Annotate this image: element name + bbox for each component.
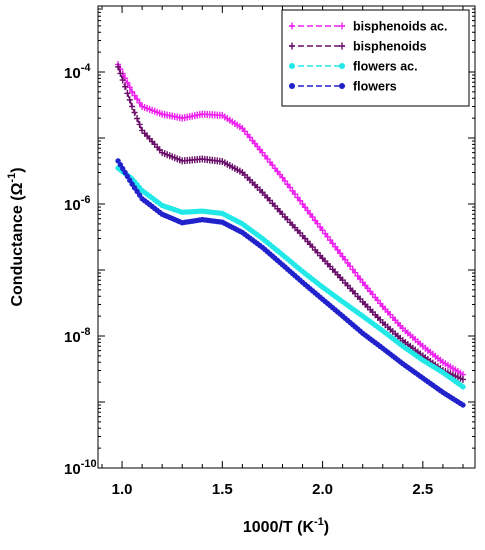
data-point: [129, 88, 136, 96]
y-tick-label: 10-8: [64, 326, 90, 346]
axis-ticks: [98, 5, 475, 469]
data-point: [115, 63, 122, 71]
legend-label: flowers: [353, 80, 397, 94]
series-layer: [115, 60, 466, 408]
data-point: [127, 177, 133, 183]
data-point: [131, 109, 138, 117]
x-tick-labels: 1.0 1.5 2.0 2.5: [112, 481, 434, 498]
data-point: [122, 83, 129, 91]
legend-marker: [339, 63, 345, 69]
y-axis-title: Conductance (Ω-1): [6, 167, 26, 306]
legend-label: bisphenoids: [353, 40, 427, 54]
data-point: [129, 103, 136, 111]
series-2: [115, 165, 466, 390]
x-axis-title-main: 1000/T (K: [243, 519, 315, 536]
data-point: [119, 76, 126, 84]
data-point: [124, 79, 131, 87]
data-point: [115, 158, 121, 164]
data-point: [134, 95, 141, 103]
legend-marker: [289, 22, 295, 30]
data-point: [120, 165, 126, 172]
data-point: [460, 384, 466, 390]
plot-frame: [97, 5, 476, 469]
data-point: [131, 92, 138, 100]
legend-marker: [289, 42, 295, 50]
legend: bisphenoids ac. bisphenoids flowers ac. flo…: [281, 9, 470, 107]
x-axis-title-sup: -1: [314, 516, 324, 528]
data-point: [124, 89, 131, 97]
y-tick-label: 10-6: [64, 194, 90, 214]
y-tick-label: 10-10: [64, 458, 97, 478]
data-point: [136, 120, 143, 128]
x-tick-label: 2.0: [312, 481, 333, 498]
y-tick-label: 10-4: [64, 62, 91, 82]
x-tick-label: 1.0: [112, 481, 133, 498]
legend-marker: [289, 83, 295, 89]
data-point: [134, 114, 141, 122]
legend-label: flowers ac.: [353, 60, 418, 74]
data-point: [124, 173, 131, 180]
legend-box: [281, 9, 470, 107]
data-point: [117, 69, 124, 77]
series-1: [115, 63, 466, 383]
legend-marker: [339, 22, 345, 30]
data-point: [117, 162, 124, 168]
data-point: [122, 169, 128, 176]
legend-marker: [289, 63, 295, 69]
legend-label: bisphenoids ac.: [353, 20, 447, 34]
y-tick-labels: 10-4 10-6 10-8 10-10: [64, 62, 97, 478]
x-tick-label: 2.5: [412, 481, 433, 498]
legend-marker: [339, 83, 345, 89]
y-axis-title-sup: -1: [6, 173, 18, 183]
data-point: [126, 96, 133, 104]
x-axis-title: 1000/T (K-1): [243, 516, 329, 536]
data-point: [136, 99, 143, 107]
y-axis-title-close: ): [9, 167, 26, 172]
legend-marker: [339, 42, 345, 50]
y-axis-title-main: Conductance (Ω: [9, 182, 26, 306]
x-axis-title-close: ): [324, 519, 329, 536]
data-point: [459, 375, 466, 383]
series-3: [115, 158, 466, 408]
data-point: [460, 402, 466, 408]
legend-items: bisphenoids ac. bisphenoids flowers ac. flo…: [289, 20, 447, 94]
x-tick-label: 1.5: [212, 481, 233, 498]
